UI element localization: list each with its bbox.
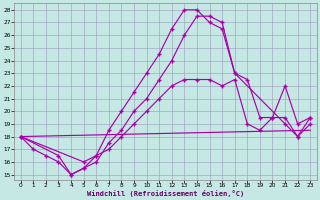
- X-axis label: Windchill (Refroidissement éolien,°C): Windchill (Refroidissement éolien,°C): [87, 190, 244, 197]
